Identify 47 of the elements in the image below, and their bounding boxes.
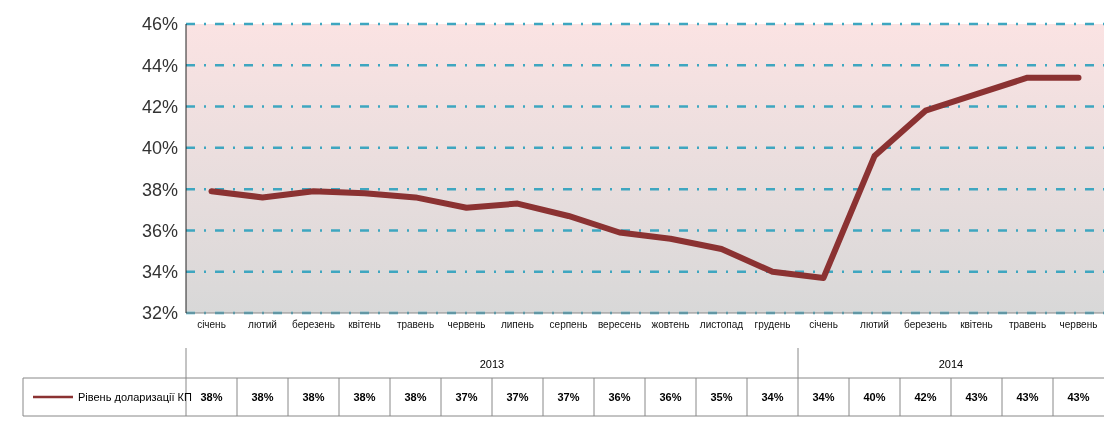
data-label: 36% — [659, 391, 682, 403]
data-label: 38% — [302, 391, 325, 403]
x-tick-label: листопад — [699, 319, 744, 331]
x-tick-label: березень — [292, 319, 335, 331]
data-label: 34% — [761, 391, 784, 403]
legend-label: Рівень доларизації КП — [78, 391, 192, 403]
y-tick-label: 34% — [141, 262, 178, 283]
x-tick-label: січень — [197, 319, 226, 331]
data-label: 42% — [914, 391, 937, 403]
data-label: 35% — [710, 391, 733, 403]
x-tick-label: квітень — [348, 319, 381, 331]
data-label: 38% — [251, 391, 274, 403]
y-tick-label: 32% — [141, 303, 178, 324]
y-tick-label: 44% — [141, 55, 178, 76]
text: 2013 — [479, 358, 505, 370]
data-label: 37% — [506, 391, 529, 403]
data-label: 40% — [863, 391, 886, 403]
data-label: 37% — [557, 391, 580, 403]
x-tick-label: серпень — [549, 319, 588, 331]
y-tick-label: 38% — [141, 179, 178, 200]
x-tick-label: травень — [1008, 319, 1047, 331]
x-tick-label: травень — [396, 319, 435, 331]
x-tick-label: грудень — [754, 319, 791, 331]
data-label: 43% — [965, 391, 988, 403]
data-label: 34% — [812, 391, 835, 403]
data-label: 43% — [1067, 391, 1090, 403]
data-label: 38% — [353, 391, 376, 403]
x-tick-label: лютий — [248, 319, 277, 331]
x-tick-label: вересень — [597, 319, 642, 331]
text: 2014 — [938, 358, 964, 370]
y-tick-label: 46% — [141, 14, 178, 35]
y-tick-label: 40% — [141, 138, 178, 159]
x-tick-label: січень — [809, 319, 838, 331]
x-tick-label: липень — [500, 319, 535, 331]
x-tick-label: квітень — [960, 319, 993, 331]
y-tick-label: 36% — [141, 220, 178, 241]
x-tick-label: червень — [1059, 319, 1098, 331]
x-tick-label: жовтень — [651, 319, 690, 331]
data-label: 37% — [455, 391, 478, 403]
x-tick-label: лютий — [860, 319, 889, 331]
y-tick-label: 42% — [141, 96, 178, 117]
x-tick-label: червень — [447, 319, 486, 331]
data-label: 38% — [404, 391, 427, 403]
data-label: 38% — [200, 391, 223, 403]
data-label: 43% — [1016, 391, 1039, 403]
data-label: 36% — [608, 391, 631, 403]
x-tick-label: березень — [904, 319, 947, 331]
